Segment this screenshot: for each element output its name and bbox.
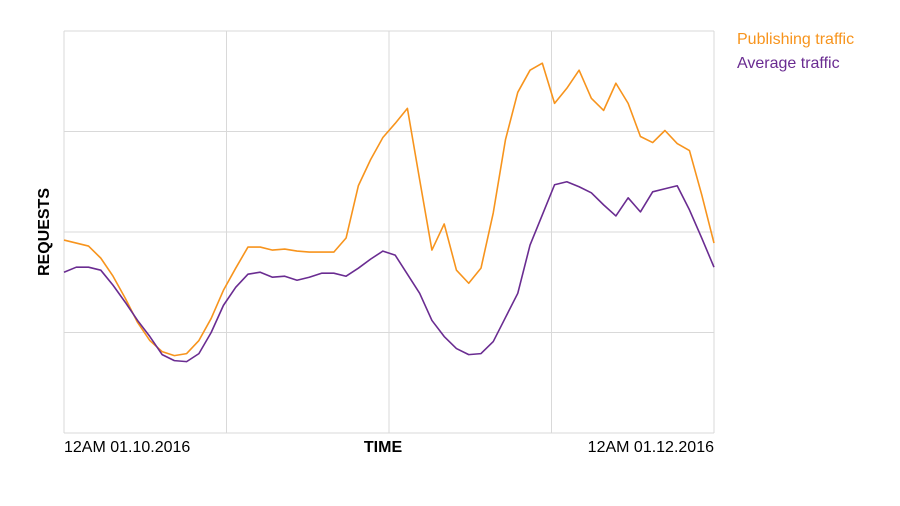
legend-label: Publishing traffic [737,31,854,48]
series-line [63,180,715,363]
y-axis-label: REQUESTS [36,188,53,276]
x-tick-label: 12AM 01.10.2016 [64,439,190,456]
legend-label: Average traffic [737,55,840,72]
series-line [63,62,715,357]
x-axis-label: TIME [364,439,403,456]
x-tick-label: 12AM 01.12.2016 [588,439,714,456]
